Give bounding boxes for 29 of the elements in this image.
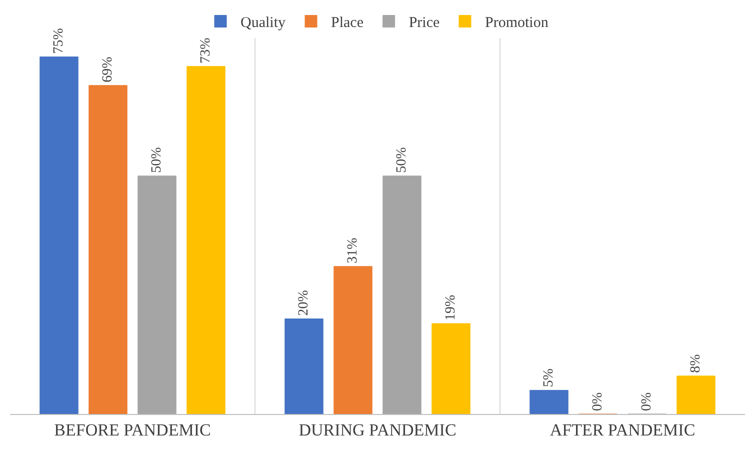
data-label: 50% [394, 146, 410, 173]
data-label: 50% [150, 146, 164, 173]
bar [186, 66, 226, 414]
bar [334, 266, 372, 414]
data-label: 73% [198, 37, 214, 64]
x-tick-label: BEFORE PANDEMIC [54, 420, 211, 440]
data-label: 0% [590, 392, 606, 411]
bar [40, 56, 78, 414]
bar [284, 318, 324, 414]
bar [530, 390, 568, 414]
x-tick-label: AFTER PANDEMIC [550, 420, 696, 440]
data-label: 69% [100, 56, 116, 82]
data-label: 19% [444, 294, 458, 321]
bar [138, 176, 176, 414]
data-label: 75% [52, 28, 66, 54]
legend-label: Place [330, 15, 364, 32]
bar [676, 376, 716, 414]
bar [88, 85, 128, 414]
data-label: 5% [542, 368, 556, 388]
legend-label: Quality [240, 15, 286, 32]
data-label: 8% [688, 354, 704, 373]
bar [382, 176, 422, 414]
data-label: 20% [296, 290, 312, 316]
legend-label: Promotion [484, 15, 549, 32]
bar [432, 323, 470, 414]
data-label: 31% [346, 237, 360, 264]
legend-label: Price [408, 15, 440, 32]
x-tick-label: DURING PANDEMIC [298, 420, 456, 440]
data-label: 0% [640, 392, 654, 411]
